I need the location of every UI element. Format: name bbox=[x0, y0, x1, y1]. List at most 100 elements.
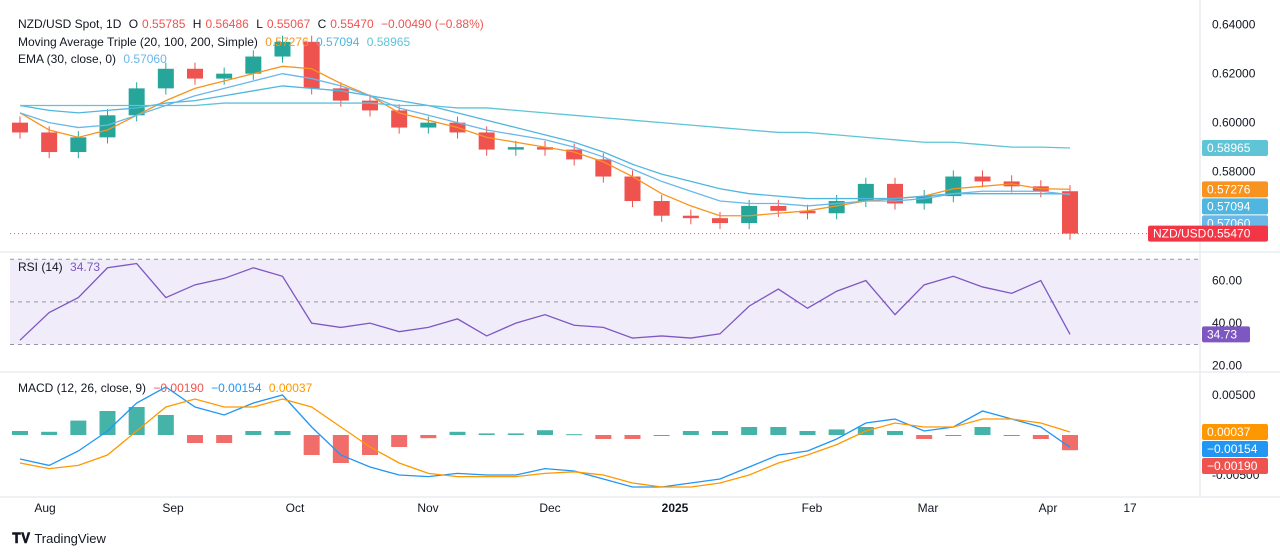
candle-body bbox=[799, 210, 816, 214]
macd-histogram-bar bbox=[157, 415, 174, 435]
price-legend: NZD/USD Spot, 1D O 0.55785 H 0.56486 L 0.55… bbox=[18, 16, 488, 32]
macd-histogram-bar bbox=[41, 431, 58, 435]
candle-body bbox=[1062, 191, 1078, 234]
macd-histogram-bar bbox=[362, 435, 378, 455]
ma200-badge-text: 0.58965 bbox=[1207, 141, 1251, 155]
macd-histogram-bar bbox=[274, 431, 291, 435]
candle-body bbox=[682, 215, 699, 219]
rsi-badge bbox=[1202, 326, 1250, 343]
candle-body bbox=[41, 132, 58, 153]
price-tick-label: 0.58000 bbox=[1212, 165, 1256, 179]
macd-legend: MACD (12, 26, close, 9) −0.00190 −0.0015… bbox=[18, 380, 316, 396]
macd-line bbox=[19, 386, 1071, 488]
macd-histogram-bar bbox=[974, 427, 991, 435]
candle-body bbox=[157, 68, 174, 89]
ma20-badge-text: 0.57276 bbox=[1207, 182, 1251, 196]
candle-body bbox=[478, 132, 495, 150]
ma-title: Moving Average Triple (20, 100, 200, Sim… bbox=[18, 35, 258, 49]
ma100-badge bbox=[1202, 198, 1268, 215]
time-tick-label: Mar bbox=[918, 501, 939, 515]
brand-name: TradingView bbox=[34, 531, 106, 546]
macd-pane[interactable] bbox=[12, 386, 1078, 488]
candle-body bbox=[507, 147, 524, 150]
macd-histogram-bar bbox=[303, 435, 320, 455]
candle-body bbox=[303, 41, 320, 89]
tradingview-logo[interactable]: 𝐓𝐕 TradingView bbox=[12, 530, 106, 547]
ema-legend: EMA (30, close, 0) 0.57060 bbox=[18, 51, 171, 67]
macd-signal-value: 0.00037 bbox=[268, 381, 313, 395]
macd-histogram-bar bbox=[887, 431, 903, 435]
ma100-badge-text: 0.57094 bbox=[1207, 199, 1251, 213]
rsi-tick-label: 20.00 bbox=[1212, 359, 1242, 373]
close-value: 0.55470 bbox=[330, 17, 374, 31]
macd-histogram-bar bbox=[828, 429, 845, 435]
candle-body bbox=[712, 218, 728, 224]
axes: 0.640000.620000.600000.580000.560000.589… bbox=[34, 18, 1268, 515]
rsi-pane[interactable] bbox=[10, 258, 1200, 345]
high-value: 0.56486 bbox=[205, 17, 249, 31]
pair-badge-label: NZD/USD bbox=[1153, 227, 1207, 241]
macd-tick-label: 0.00500 bbox=[1212, 388, 1256, 402]
pair-badge bbox=[1148, 225, 1268, 242]
macd-histogram-bar bbox=[595, 435, 612, 439]
macd-histogram-bar bbox=[70, 420, 87, 435]
candle-body bbox=[974, 176, 991, 182]
rsi-value: 34.73 bbox=[70, 260, 101, 274]
price-tick-label: 0.60000 bbox=[1212, 116, 1256, 130]
candle-body bbox=[245, 56, 262, 74]
low-label: L bbox=[256, 17, 263, 31]
candle-body bbox=[537, 147, 553, 150]
macd-histogram-bar bbox=[449, 431, 466, 435]
ema30-line bbox=[19, 73, 1071, 207]
time-tick-label: Dec bbox=[539, 501, 560, 515]
candle-body bbox=[187, 68, 203, 79]
open-label: O bbox=[128, 17, 139, 31]
candle-body bbox=[420, 122, 437, 128]
macd-histogram-bar bbox=[478, 433, 495, 435]
macd-histogram-bar bbox=[507, 433, 524, 435]
ema-title: EMA (30, close, 0) bbox=[18, 52, 117, 66]
ma100-line bbox=[19, 85, 1071, 200]
symbol-label: NZD/USD Spot, 1D bbox=[18, 17, 122, 31]
macd-histogram-bar bbox=[945, 435, 962, 436]
macd-histogram-bar bbox=[1032, 435, 1049, 439]
ma20-value: 0.57276 bbox=[265, 35, 309, 49]
macd-histogram-bar bbox=[420, 435, 437, 439]
macd-histogram-bar bbox=[245, 431, 262, 435]
change-value: −0.00490 (−0.88%) bbox=[381, 17, 484, 31]
macd-line-badge-text: −0.00154 bbox=[1207, 442, 1258, 456]
price-tick-label: 0.64000 bbox=[1212, 18, 1256, 32]
rsi-badge-text: 34.73 bbox=[1207, 327, 1237, 341]
signal-line bbox=[19, 398, 1071, 488]
ema-value: 0.57060 bbox=[123, 52, 167, 66]
macd-line-value: −0.00154 bbox=[211, 381, 262, 395]
candle-body bbox=[770, 205, 787, 211]
time-tick-label: Nov bbox=[417, 501, 438, 515]
close-label: C bbox=[317, 17, 327, 31]
macd-signal-badge-text: 0.00037 bbox=[1207, 425, 1251, 439]
last-price-badge-text: 0.55470 bbox=[1207, 227, 1251, 241]
macd-histogram-bar bbox=[1062, 435, 1078, 451]
rsi-title: RSI (14) bbox=[18, 260, 63, 274]
macd-histogram-bar bbox=[741, 427, 758, 435]
price-tick-label: 0.62000 bbox=[1212, 67, 1256, 81]
high-label: H bbox=[192, 17, 202, 31]
macd-histogram-bar bbox=[712, 431, 728, 435]
macd-histogram-bar bbox=[1003, 435, 1020, 436]
macd-title: MACD (12, 26, close, 9) bbox=[18, 381, 147, 395]
price-pane[interactable] bbox=[10, 35, 1200, 240]
macd-line-badge bbox=[1202, 441, 1268, 458]
rsi-tick-label: 60.00 bbox=[1212, 274, 1242, 288]
open-value: 0.55785 bbox=[142, 17, 186, 31]
candle-body bbox=[12, 122, 28, 133]
macd-histogram-bar bbox=[391, 435, 408, 447]
candle-body bbox=[653, 201, 670, 216]
macd-histogram-bar bbox=[624, 435, 641, 439]
macd-signal-badge bbox=[1202, 424, 1268, 441]
macd-histogram-bar bbox=[216, 435, 233, 443]
candle-body bbox=[128, 88, 145, 116]
time-tick-label: 17 bbox=[1123, 501, 1137, 515]
candle-body bbox=[741, 205, 758, 224]
low-value: 0.55067 bbox=[266, 17, 311, 31]
